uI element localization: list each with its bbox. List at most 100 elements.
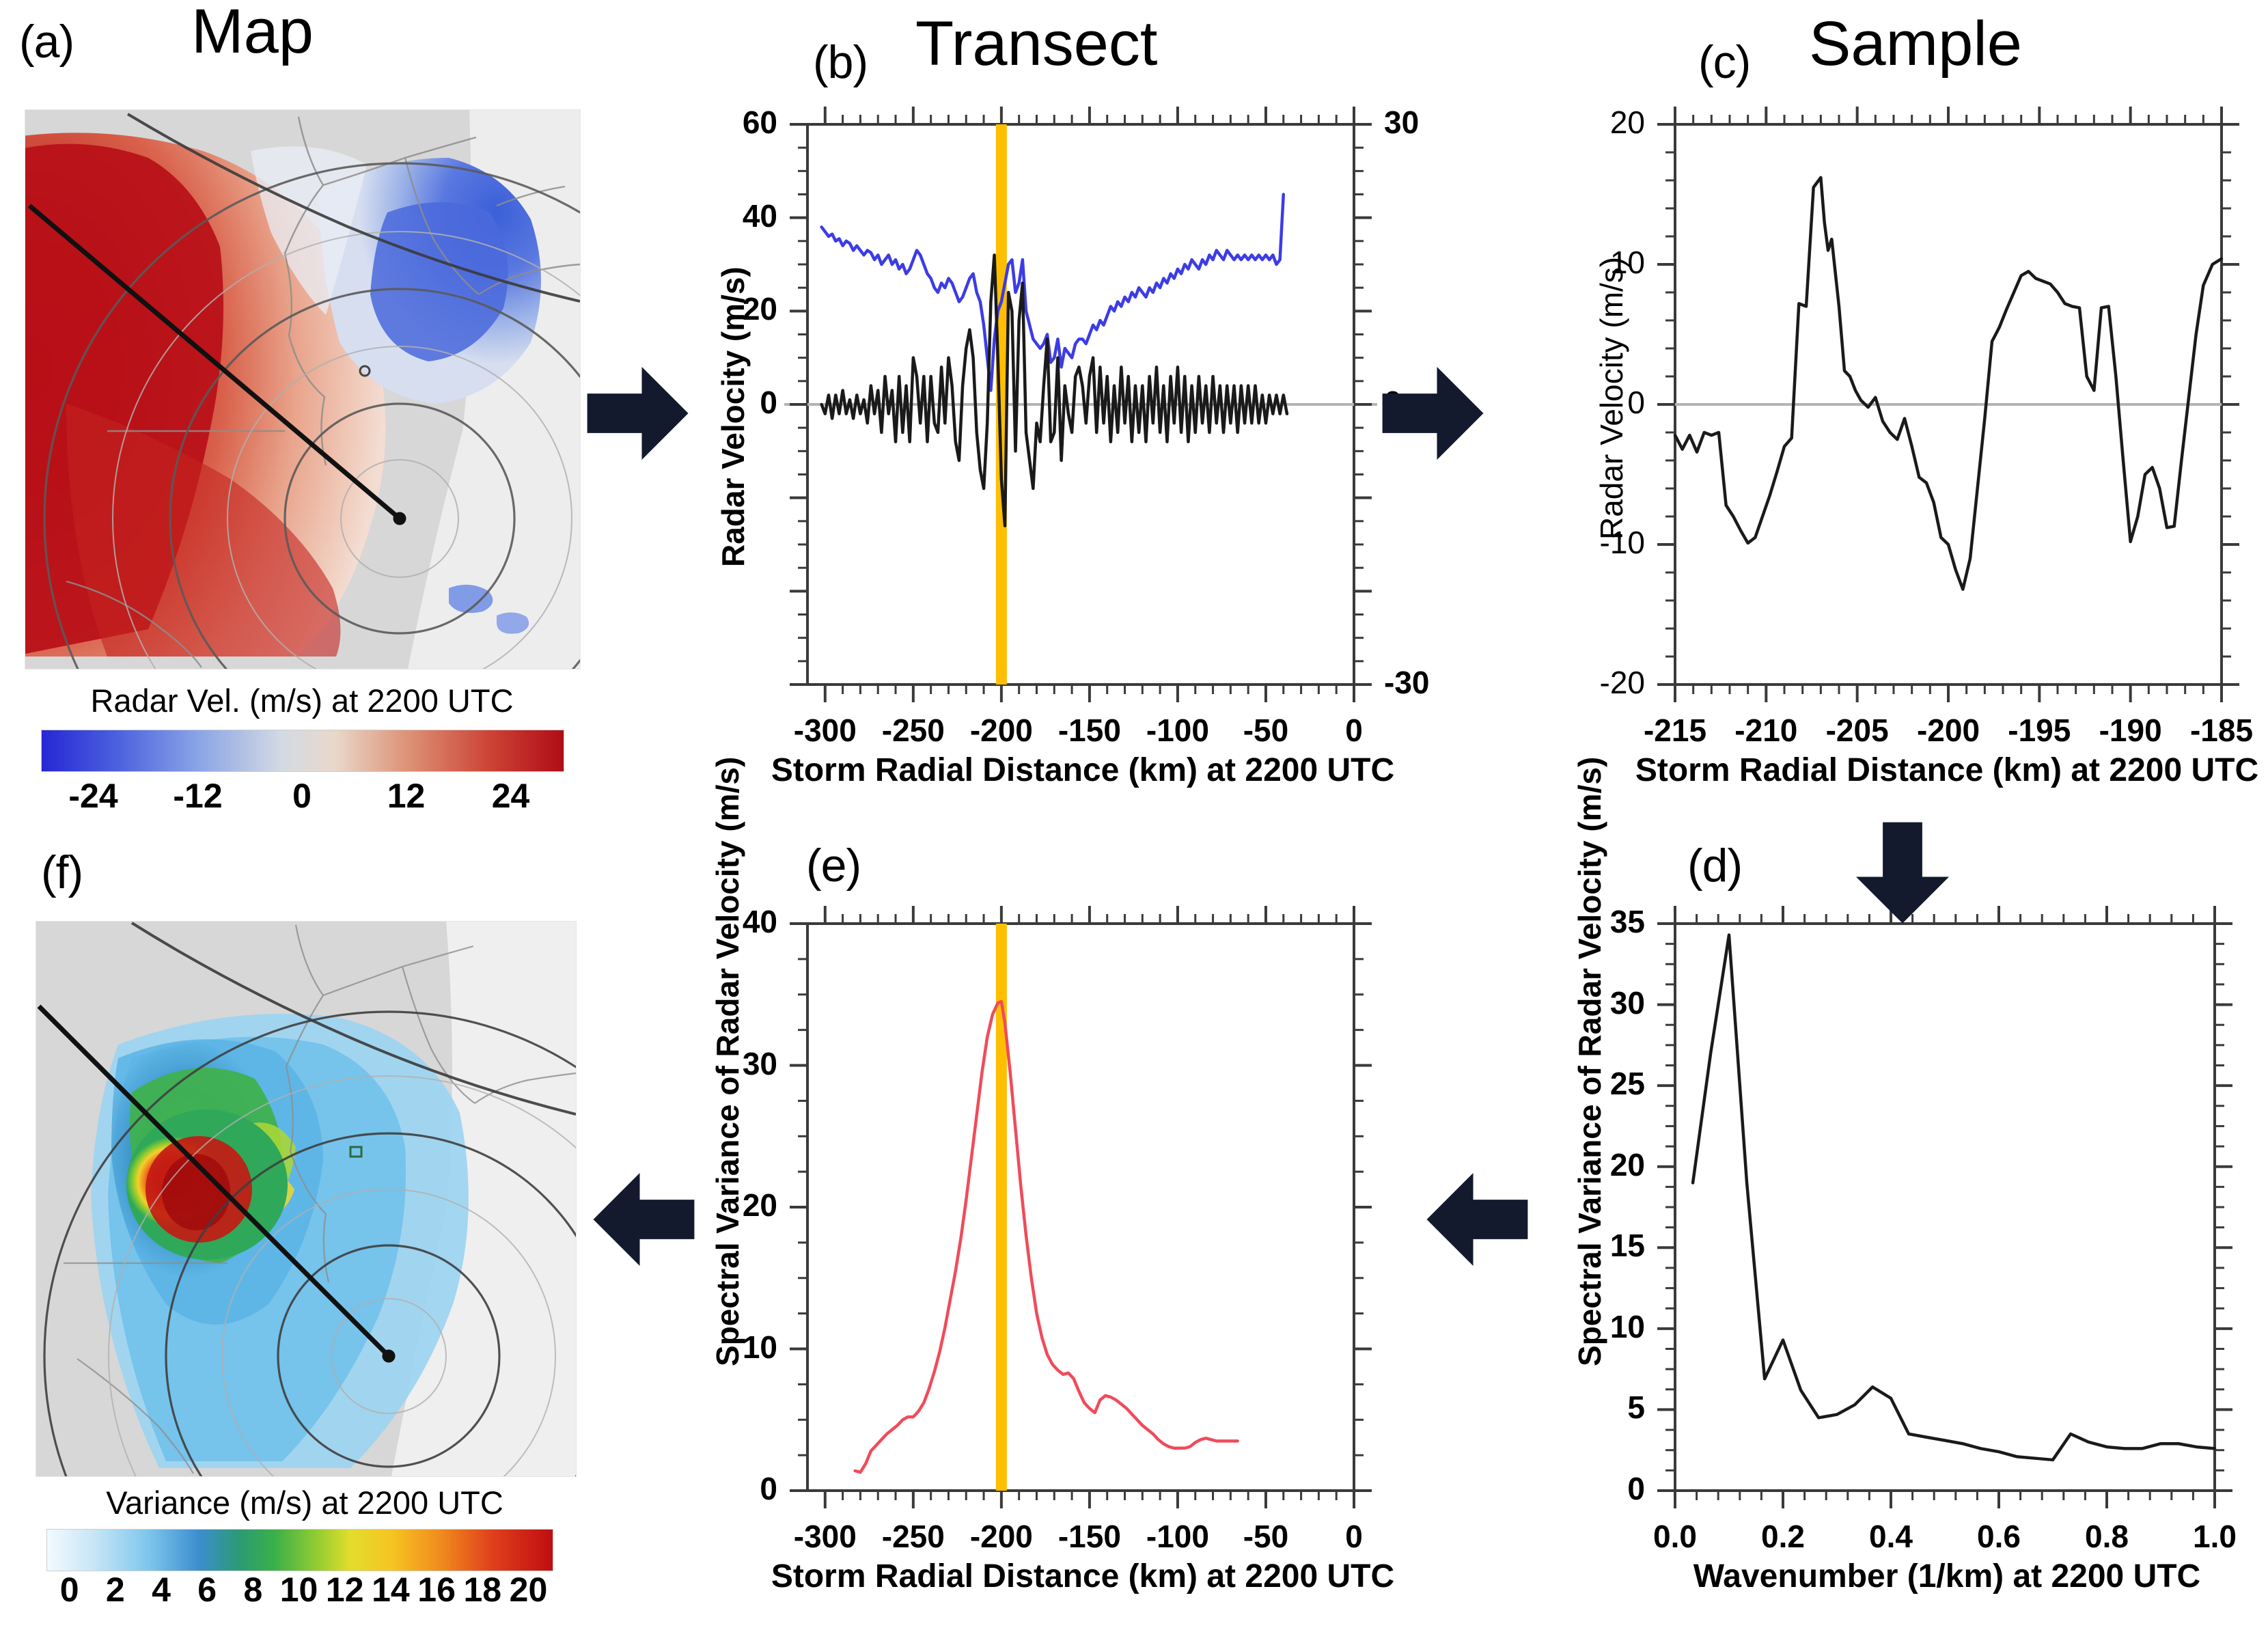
colorbar-f-caption: Variance (m/s) at 2200 UTC — [106, 1484, 503, 1521]
plot-e-xtick--100: -100 — [1146, 1519, 1209, 1554]
plot-c-xtick--185: -185 — [2189, 713, 2254, 748]
series-radar-velocity — [820, 193, 1286, 392]
plot-b-ytick-20: 20 — [742, 291, 777, 327]
cb-f-tick-6: 12 — [325, 1571, 364, 1609]
plot-d-xtick-0.4: 0.4 — [1869, 1519, 1913, 1554]
cb-a-tick-2: 0 — [292, 777, 312, 815]
plot-e-svg — [790, 906, 1372, 1508]
plot-c-xtick--205: -205 — [1825, 713, 1889, 748]
plot-d-ytick-25: 25 — [1609, 1066, 1645, 1102]
plot-e-ytick-0: 0 — [760, 1471, 777, 1506]
panel-f-letter: (f) — [41, 846, 83, 898]
plot-c-xtick--190: -190 — [2099, 713, 2162, 748]
plot-d-ytick-35: 35 — [1609, 904, 1645, 939]
plot-d-ytick-5: 5 — [1627, 1390, 1645, 1426]
panel-b-plot: 6040200300-30-300-250-200-150-100-500 — [743, 105, 1430, 748]
plot-b-ytick-0: 0 — [760, 385, 777, 420]
colorbar-a-gradient — [41, 730, 564, 772]
cb-f-tick-0: 0 — [59, 1571, 79, 1609]
plot-c-xtick--215: -215 — [1643, 713, 1707, 748]
panel-e-plot: 40 30 20 10 0 -300 -250 -200 -150 -100 -50 0 — [743, 904, 1372, 1554]
plot-b-ytick-40: 40 — [742, 197, 777, 234]
cb-f-tick-4: 8 — [243, 1571, 263, 1609]
series-velocity-perturbation — [820, 253, 1289, 527]
panel-e-letter: (e) — [806, 840, 861, 892]
panel-d-plot: 35 30 25 20 15 10 5 0 0.0 0.2 0.4 0.6 0.8 1.0 — [1610, 904, 2237, 1554]
plot-d-ytick-20: 20 — [1609, 1146, 1645, 1183]
arrow-b-to-c — [1382, 367, 1484, 460]
map-variance — [36, 921, 577, 1477]
cb-f-tick-1: 2 — [105, 1571, 125, 1609]
panel-c-plot: 20 10 0 -10 -20 -215 -210 -205 -200 -195 -190 -185 — [1600, 105, 2254, 748]
plot-c-xtick--200: -200 — [1916, 713, 1980, 748]
colorbar-a-caption: Radar Vel. (m/s) at 2200 UTC — [90, 682, 514, 719]
colorbar-a-ticks: -24 -12 0 12 24 — [41, 776, 563, 816]
cb-a-tick-1: -12 — [173, 777, 223, 815]
plot-d-xtick-1.0: 1.0 — [2193, 1519, 2237, 1554]
panel-b-xlabel: Storm Radial Distance (km) at 2200 UTC — [771, 752, 1395, 788]
plot-b-xtick-0: 0 — [1345, 713, 1363, 748]
plot-e-xtick--150: -150 — [1057, 1519, 1121, 1554]
plot-e-ytick-20: 20 — [742, 1187, 777, 1223]
plot-b-ytick-60: 60 — [742, 105, 777, 140]
plot-d-ytick-0: 0 — [1627, 1471, 1645, 1506]
colorbar-f-gradient — [46, 1529, 553, 1571]
panel-d-ylabel: Spectral Variance of Radar Velocity (m/s… — [1572, 756, 1607, 1366]
arrow-c-to-d — [1856, 822, 1949, 924]
plot-b-xtick--250: -250 — [881, 713, 945, 748]
plot-e-ytick-30: 30 — [742, 1045, 777, 1081]
plot-c-ytick--20: -20 — [1599, 665, 1645, 700]
plot-e-xtick--250: -250 — [881, 1519, 945, 1554]
map-radar-velocity — [25, 109, 581, 669]
panel-d-letter: (d) — [1687, 840, 1743, 892]
plot-c-xtick--195: -195 — [2008, 713, 2071, 748]
panel-c-xlabel: Storm Radial Distance (km) at 2200 UTC — [1635, 752, 2259, 788]
plot-c-ytick--10: -10 — [1599, 525, 1645, 560]
series-sample-trace — [1673, 176, 2224, 591]
plot-c-ytick-10: 10 — [1609, 245, 1645, 280]
panel-c-letter: (c) — [1698, 36, 1751, 88]
cb-f-tick-9: 18 — [463, 1571, 502, 1609]
cb-f-tick-3: 6 — [197, 1571, 217, 1609]
plot-b-xtick--200: -200 — [969, 713, 1033, 748]
plot-b-yrtick-30: 30 — [1384, 105, 1420, 140]
plot-d-ytick-10: 10 — [1609, 1308, 1645, 1344]
plot-d-ytick-30: 30 — [1609, 984, 1645, 1021]
plot-e-ytick-10: 10 — [742, 1329, 777, 1365]
arrow-d-to-e — [1426, 1173, 1528, 1266]
plot-d-ytick-15: 15 — [1609, 1228, 1645, 1264]
cb-f-tick-10: 20 — [509, 1571, 548, 1609]
arrow-a-to-b — [587, 367, 689, 460]
cb-a-tick-0: -24 — [68, 777, 118, 815]
plot-c-svg — [1657, 107, 2239, 702]
series-variance-curve — [853, 999, 1239, 1474]
plot-d-xtick-0.0: 0.0 — [1653, 1519, 1697, 1554]
cb-a-tick-4: 24 — [491, 777, 530, 815]
plot-c-ytick-0: 0 — [1627, 385, 1645, 420]
plot-e-xtick--50: -50 — [1243, 1519, 1289, 1554]
colorbar-f-ticks: 0 2 4 6 8 10 12 14 16 18 20 — [46, 1570, 552, 1610]
cb-f-tick-2: 4 — [152, 1571, 171, 1609]
map-a-canvas — [25, 110, 580, 669]
plot-e-ytick-40: 40 — [742, 904, 777, 939]
map-f-canvas — [36, 922, 576, 1476]
plot-c-ytick-20: 20 — [1609, 105, 1645, 140]
series-spectrum — [1691, 933, 2217, 1462]
cb-f-tick-8: 16 — [417, 1571, 456, 1609]
panel-a-title: Map — [191, 0, 314, 66]
panel-d-xlabel: Wavenumber (1/km) at 2200 UTC — [1693, 1558, 2201, 1594]
panel-b-letter: (b) — [813, 36, 868, 88]
plot-b-xtick--50: -50 — [1243, 713, 1289, 748]
panel-b-title: Transect — [915, 9, 1158, 79]
plot-c-xtick--210: -210 — [1734, 713, 1798, 748]
plot-e-xtick-0: 0 — [1345, 1519, 1363, 1554]
plot-d-xtick-0.6: 0.6 — [1977, 1519, 2021, 1554]
cb-f-tick-5: 10 — [279, 1571, 318, 1609]
plot-d-xtick-0.8: 0.8 — [2085, 1519, 2129, 1554]
plot-e-xtick--300: -300 — [793, 1519, 857, 1554]
plot-b-xtick--150: -150 — [1057, 713, 1121, 748]
plot-b-svg — [784, 107, 1377, 702]
panel-a-letter: (a) — [19, 16, 74, 68]
plot-b-xtick--100: -100 — [1146, 713, 1209, 748]
plot-d-xtick-0.2: 0.2 — [1761, 1519, 1805, 1554]
